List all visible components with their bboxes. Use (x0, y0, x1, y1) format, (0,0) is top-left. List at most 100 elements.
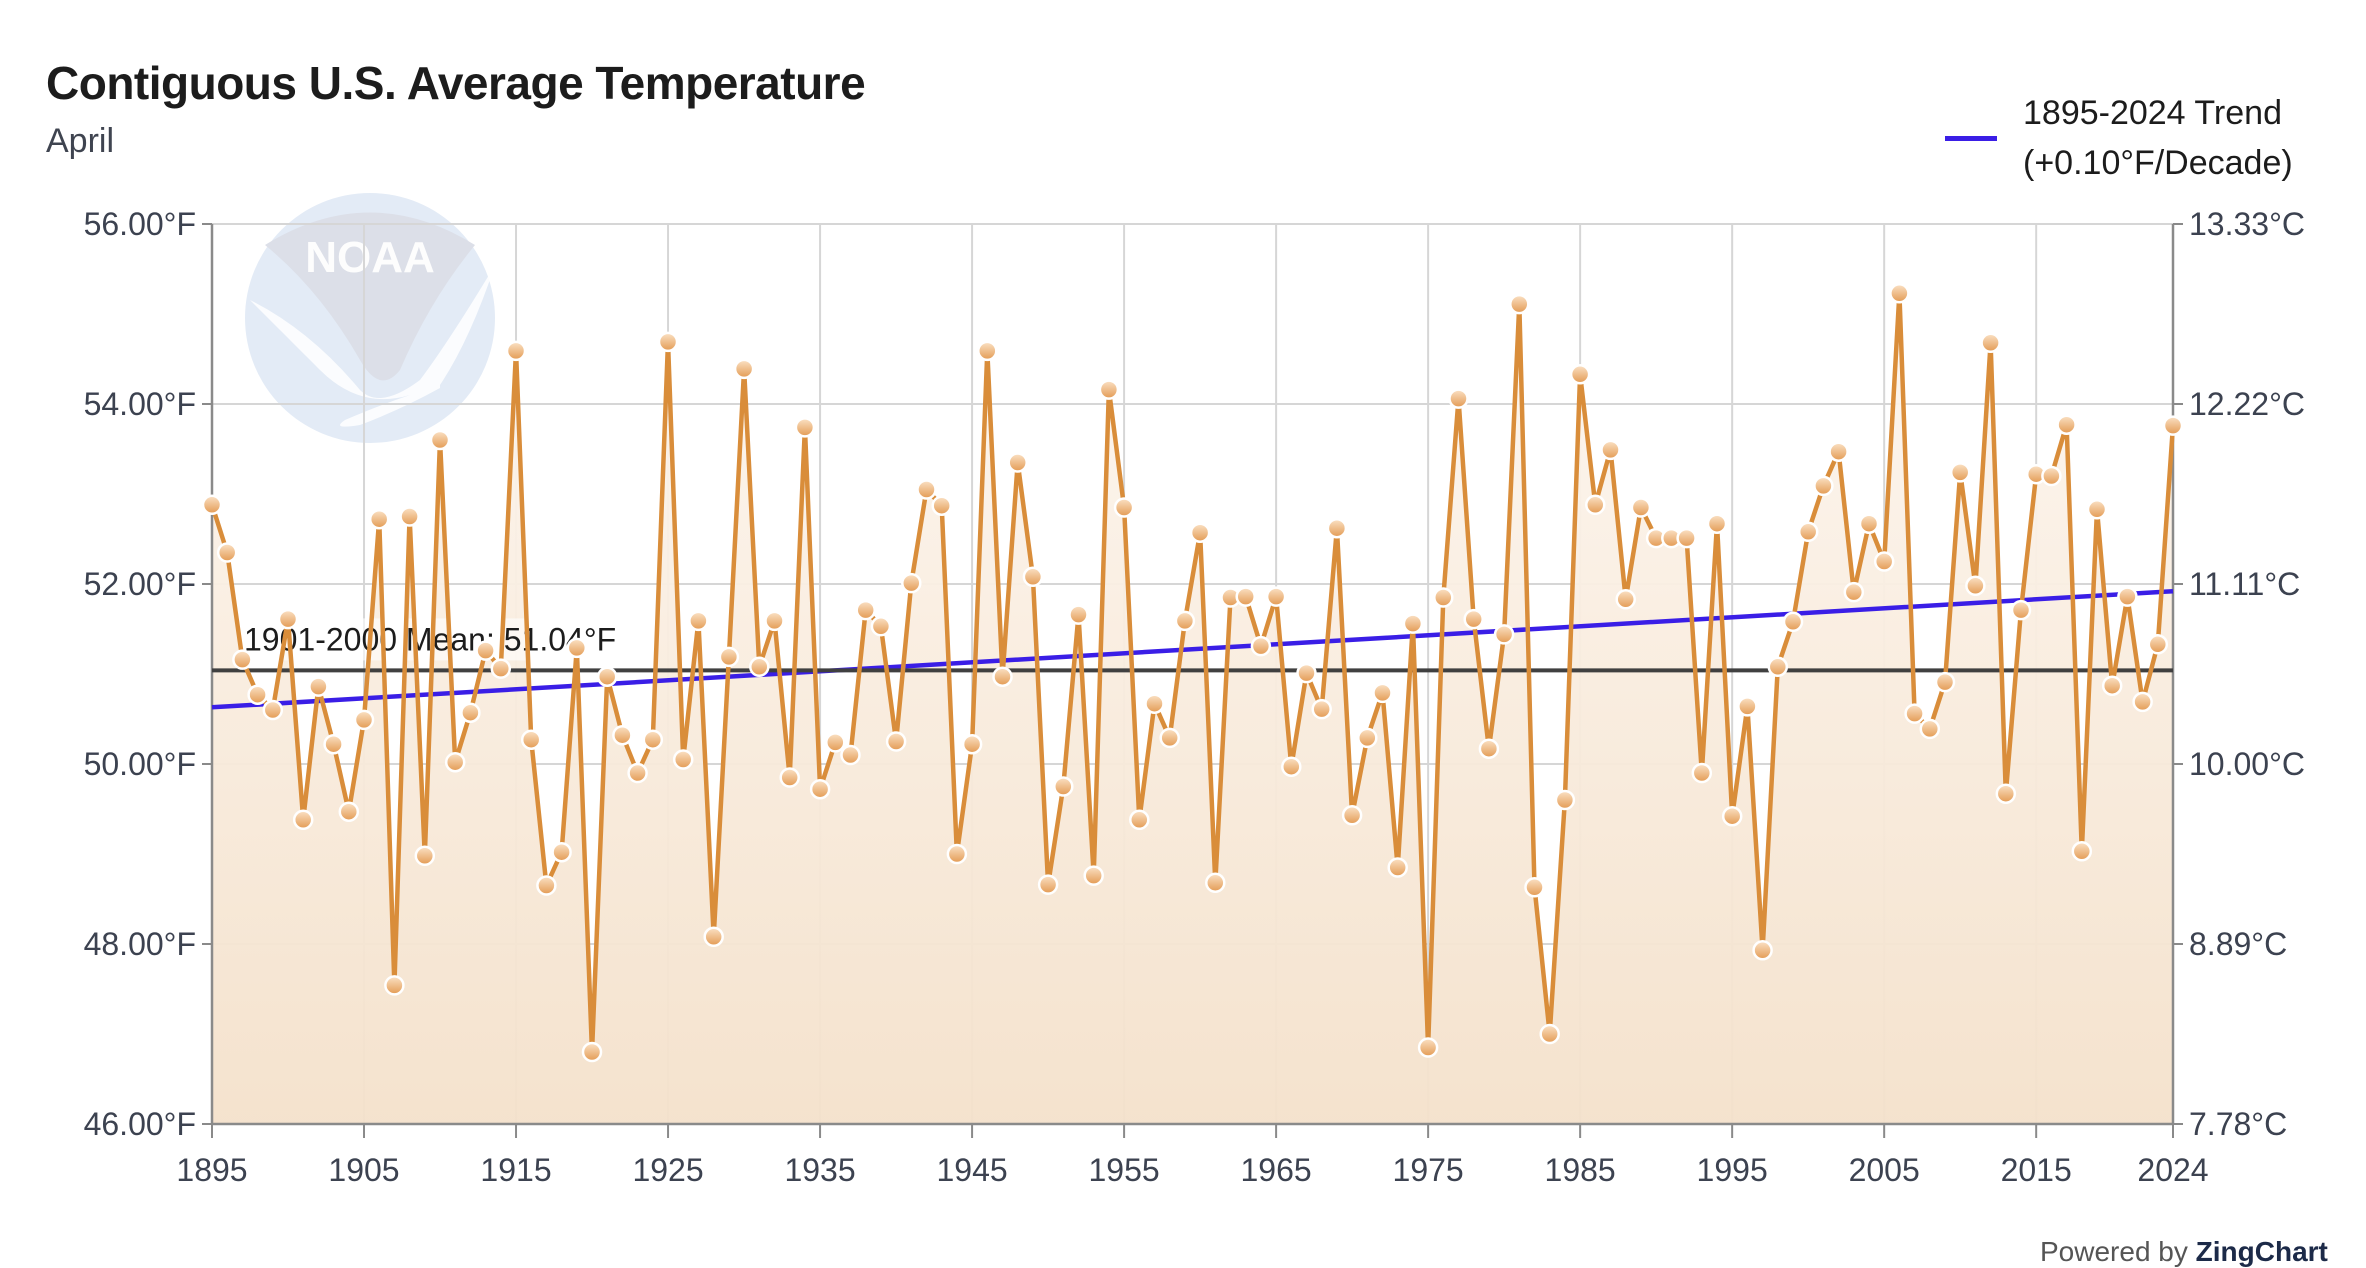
data-point[interactable] (946, 843, 968, 865)
data-point[interactable] (353, 709, 375, 731)
data-point[interactable] (2041, 465, 2062, 487)
data-point[interactable] (1357, 727, 1378, 749)
footer-credit[interactable]: Powered by ZingChart (2040, 1236, 2328, 1268)
data-point[interactable] (1782, 611, 1804, 633)
data-point[interactable] (2086, 499, 2108, 520)
data-point[interactable] (779, 767, 800, 788)
data-point[interactable] (399, 506, 420, 527)
data-point[interactable] (1341, 805, 1363, 826)
data-point[interactable] (1493, 624, 1515, 645)
data-point[interactable] (1737, 696, 1758, 717)
data-point[interactable] (414, 845, 436, 867)
data-point[interactable] (1129, 809, 1150, 831)
data-point[interactable] (1433, 587, 1454, 608)
data-point[interactable] (2117, 586, 2138, 607)
data-point[interactable] (977, 340, 998, 362)
data-point[interactable] (444, 751, 466, 773)
data-point[interactable] (2147, 634, 2169, 655)
data-point[interactable] (1022, 566, 1044, 588)
data-point[interactable] (1524, 877, 1545, 898)
data-point[interactable] (1083, 865, 1104, 886)
data-point[interactable] (338, 801, 360, 822)
data-point[interactable] (490, 658, 512, 679)
data-point[interactable] (916, 479, 937, 500)
data-point[interactable] (1463, 608, 1484, 630)
data-point[interactable] (1569, 364, 1591, 385)
data-point[interactable] (475, 640, 496, 661)
data-point[interactable] (794, 417, 816, 438)
data-point[interactable] (247, 684, 268, 705)
data-point[interactable] (1995, 783, 2017, 804)
data-point[interactable] (1037, 874, 1059, 895)
data-point[interactable] (1250, 635, 1272, 657)
data-point[interactable] (1797, 521, 1819, 543)
data-point[interactable] (1478, 738, 1500, 759)
data-point[interactable] (1281, 756, 1302, 777)
data-point[interactable] (429, 429, 451, 451)
data-point[interactable] (277, 608, 299, 630)
data-point[interactable] (825, 732, 846, 753)
data-point[interactable] (1630, 497, 1652, 518)
data-point[interactable] (1189, 522, 1211, 543)
data-point[interactable] (1144, 693, 1165, 714)
data-point[interactable] (1691, 762, 1713, 784)
data-point[interactable] (840, 744, 861, 766)
data-point[interactable] (2056, 414, 2077, 435)
data-point[interactable] (1813, 475, 1834, 497)
data-point[interactable] (672, 749, 694, 770)
data-point[interactable] (1509, 293, 1530, 315)
data-point[interactable] (292, 809, 314, 831)
data-point[interactable] (1858, 513, 1880, 534)
data-point[interactable] (1296, 662, 1317, 684)
data-point[interactable] (688, 610, 709, 632)
data-point[interactable] (551, 841, 572, 863)
data-point[interactable] (855, 599, 876, 621)
data-point[interactable] (1706, 513, 1728, 534)
data-point[interactable] (232, 649, 253, 670)
data-point[interactable] (885, 731, 907, 752)
data-point[interactable] (566, 637, 588, 659)
data-point[interactable] (368, 508, 390, 530)
data-point[interactable] (1159, 727, 1180, 749)
data-point[interactable] (901, 572, 922, 594)
data-point[interactable] (2010, 599, 2032, 621)
data-point[interactable] (1007, 452, 1028, 473)
data-point[interactable] (520, 729, 542, 750)
data-point[interactable] (1752, 940, 1773, 961)
data-point[interactable] (308, 676, 329, 697)
data-point[interactable] (1554, 789, 1576, 811)
data-point[interactable] (1843, 581, 1865, 603)
data-point[interactable] (1402, 613, 1424, 634)
data-point[interactable] (1600, 439, 1621, 461)
data-point[interactable] (2162, 415, 2184, 436)
data-point[interactable] (764, 610, 785, 632)
data-point[interactable] (1053, 776, 1074, 797)
data-point[interactable] (1767, 656, 1789, 678)
data-point[interactable] (1326, 517, 1348, 539)
data-point[interactable] (1721, 805, 1743, 827)
data-point[interactable] (1387, 857, 1408, 878)
data-point[interactable] (1417, 1037, 1439, 1058)
data-point[interactable] (1965, 575, 1986, 597)
data-point[interactable] (870, 616, 892, 637)
data-point[interactable] (657, 331, 679, 353)
data-point[interactable] (1174, 610, 1196, 632)
data-point[interactable] (1615, 589, 1636, 610)
data-point[interactable] (1311, 698, 1332, 720)
data-point[interactable] (961, 733, 983, 755)
data-point[interactable] (1904, 703, 1925, 724)
data-point[interactable] (1539, 1023, 1560, 1045)
legend[interactable]: 1895-2024 Trend (+0.10°F/Decade) (1945, 88, 2293, 188)
data-point[interactable] (2132, 691, 2153, 713)
data-point[interactable] (505, 340, 527, 362)
data-point[interactable] (733, 358, 755, 380)
data-point[interactable] (612, 724, 633, 746)
data-point[interactable] (992, 666, 1013, 687)
data-point[interactable] (1235, 586, 1256, 607)
data-point[interactable] (1372, 682, 1393, 704)
data-point[interactable] (2071, 841, 2093, 862)
data-point[interactable] (1585, 494, 1606, 516)
data-point[interactable] (384, 975, 405, 996)
data-point[interactable] (718, 646, 740, 668)
data-point[interactable] (1205, 872, 1226, 894)
